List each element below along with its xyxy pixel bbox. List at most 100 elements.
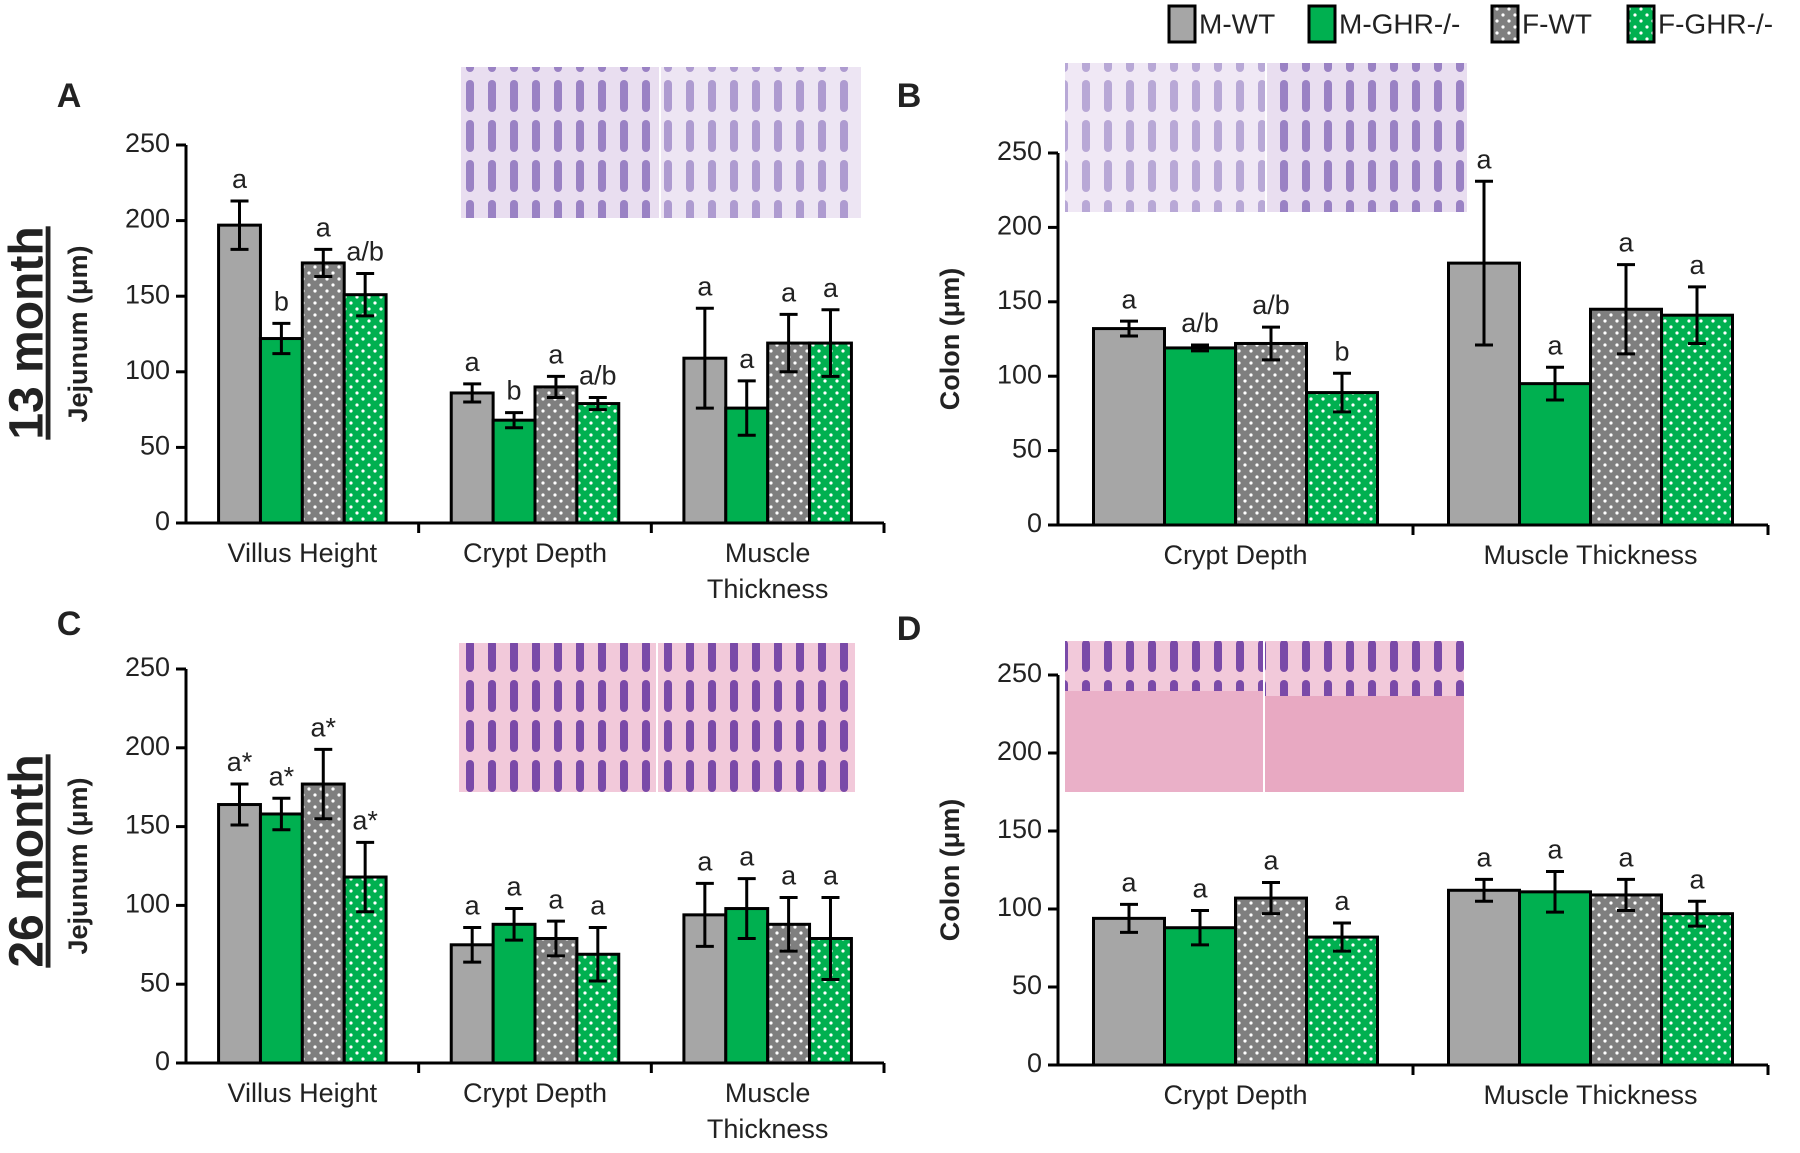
x-tick-label-box: Muscle Thickness (707, 538, 829, 604)
error-bar (505, 907, 524, 942)
bar (491, 922, 537, 1065)
significance-label: a (823, 861, 839, 891)
legend-label: F-GHR-/- (1658, 8, 1773, 39)
error-bar (1262, 880, 1280, 916)
error-bar (779, 312, 798, 374)
significance-label: a (697, 271, 713, 301)
significance-label: a (316, 212, 332, 242)
error-bar (821, 308, 840, 378)
significance-label: a (1334, 886, 1350, 916)
error-bar (1191, 909, 1209, 947)
significance-label: a (1476, 842, 1492, 872)
error-bar (272, 796, 291, 832)
bar (258, 812, 304, 1065)
error-bar (463, 382, 482, 404)
bar (1660, 313, 1734, 527)
y-tick-label: 250 (125, 652, 170, 682)
error-bar (588, 925, 607, 983)
significance-label: a (465, 891, 481, 921)
error-bar (1617, 877, 1635, 913)
y-tick-label: 200 (125, 731, 170, 761)
bar (217, 803, 262, 1065)
significance-label: a (781, 277, 797, 307)
significance-label: a (739, 344, 755, 374)
significance-label: a (781, 861, 797, 891)
significance-label: a (1476, 144, 1492, 174)
x-tick-label-box: Villus Height (227, 1078, 378, 1108)
bar (1660, 912, 1734, 1067)
y-axis-label: Colon (μm) (935, 268, 965, 411)
x-tick-label: Villus Height (227, 1078, 378, 1108)
significance-label: b (274, 287, 289, 317)
y-tick-label: 150 (125, 810, 170, 840)
error-bar (1191, 343, 1209, 353)
significance-label: b (507, 376, 522, 406)
y-tick-label: 100 (997, 892, 1042, 922)
error-bar (1546, 365, 1564, 402)
error-bar (1617, 263, 1635, 356)
y-tick-label: 250 (997, 658, 1042, 688)
legend-swatch (1167, 4, 1197, 44)
significance-label: a (1618, 842, 1634, 872)
bar (1447, 888, 1521, 1067)
error-bar (737, 379, 756, 437)
error-bar (546, 919, 565, 958)
bar (300, 261, 346, 525)
error-bar (546, 374, 565, 400)
bar (1092, 327, 1166, 527)
y-tick-label: 200 (997, 211, 1042, 241)
y-axis-label: Jejunum (μm) (63, 777, 93, 954)
y-tick-label: 0 (1027, 508, 1042, 538)
error-bar (230, 199, 249, 251)
y-tick-label: 0 (155, 1046, 170, 1076)
row-label: 13 month (1, 226, 54, 439)
significance-label: a (1192, 874, 1208, 904)
significance-label: a (1121, 284, 1137, 314)
panel-label: B (897, 77, 922, 115)
y-tick-label: 150 (997, 814, 1042, 844)
bar (575, 402, 621, 525)
error-bar (695, 306, 714, 410)
error-bar (1546, 870, 1564, 914)
significance-label: b (1334, 336, 1349, 366)
y-axis-label: Colon (μm) (935, 799, 965, 942)
row-label: 26 month (1, 754, 54, 967)
significance-label: a (590, 891, 606, 921)
x-tick-label: Crypt Depth (1163, 1080, 1308, 1110)
error-bar (356, 840, 375, 914)
error-bar (1333, 371, 1351, 414)
significance-label: a (548, 339, 564, 369)
x-tick-label-box: Muscle Thickness (1483, 540, 1698, 570)
legend-swatch (1307, 4, 1337, 44)
bar (1234, 896, 1308, 1067)
significance-label: a* (311, 713, 337, 743)
x-tick-label: Muscle Thickness (1483, 540, 1698, 570)
error-bar (463, 925, 482, 964)
significance-label: a (739, 842, 755, 872)
x-tick-label: Crypt Depth (462, 1078, 608, 1108)
bar (1163, 346, 1237, 527)
significance-label: a* (227, 747, 253, 777)
error-bar (1475, 179, 1493, 347)
significance-label: a (232, 164, 248, 194)
error-bar (230, 782, 249, 827)
y-axis-label: Jejunum (μm) (63, 245, 93, 422)
error-bar (779, 896, 798, 953)
y-tick-label: 0 (155, 506, 170, 536)
histology-inset (459, 63, 1467, 792)
significance-label: a (823, 273, 839, 303)
y-tick-label: 0 (1027, 1048, 1042, 1078)
bar (1518, 382, 1592, 527)
significance-label: a (1263, 846, 1279, 876)
y-tick-label: 50 (140, 967, 170, 997)
y-tick-label: 50 (140, 431, 170, 461)
significance-label: a (1689, 250, 1705, 280)
error-bar (588, 396, 607, 412)
error-bar (272, 321, 291, 356)
x-tick-label: Villus Height (227, 538, 378, 568)
legend-label: M-WT (1199, 8, 1275, 39)
significance-label: a (1618, 228, 1634, 258)
y-tick-label: 150 (125, 279, 170, 309)
significance-label: a (1547, 835, 1563, 865)
y-tick-label: 150 (997, 285, 1042, 315)
